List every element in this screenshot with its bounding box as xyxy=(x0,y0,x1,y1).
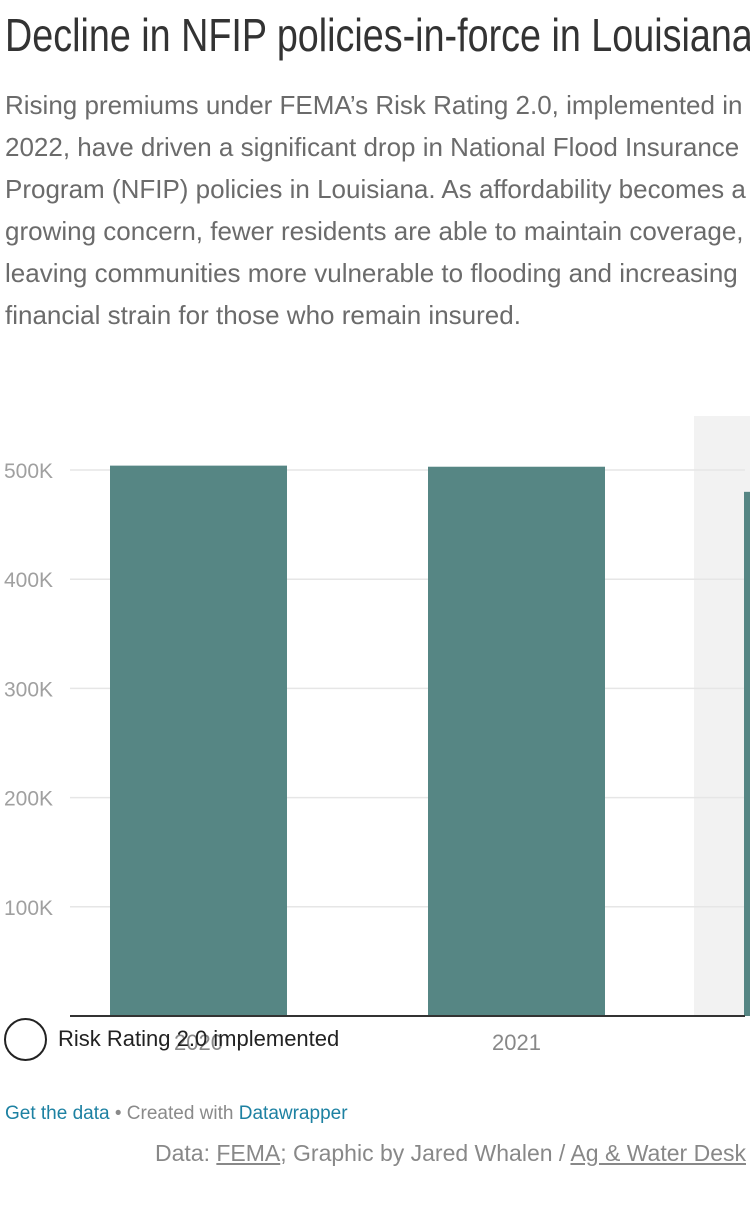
bar xyxy=(428,466,605,1016)
annotation-marker-icon xyxy=(4,1018,47,1061)
y-tick-label: 500K xyxy=(4,460,53,483)
y-tick-label: 200K xyxy=(4,788,53,811)
footer-bullet: • xyxy=(114,1103,122,1124)
fema-link[interactable]: FEMA xyxy=(216,1140,281,1166)
bar-partial xyxy=(744,491,750,1017)
datawrapper-link[interactable]: Datawrapper xyxy=(238,1103,348,1124)
source-credit: Data: FEMA; Graphic by Jared Whalen / Ag… xyxy=(155,1140,746,1167)
annotation-label: Risk Rating 2.0 implemented xyxy=(58,1026,340,1051)
y-tick-label: 400K xyxy=(4,569,53,592)
created-with-text: Created with xyxy=(126,1103,234,1124)
ag-water-desk-link[interactable]: Ag & Water Desk xyxy=(570,1140,746,1166)
graphic-credit: ; Graphic by Jared Whalen / xyxy=(280,1140,566,1166)
x-tick-label: 2020 xyxy=(174,1030,223,1050)
risk-rating-period-band xyxy=(694,416,750,1016)
get-the-data-link[interactable]: Get the data xyxy=(5,1103,110,1124)
chart-description: Rising premiums under FEMA’s Risk Rating… xyxy=(5,90,746,330)
x-tick-label: 2021 xyxy=(492,1030,541,1050)
source-prefix: Data: xyxy=(154,1140,210,1166)
chart-title: Decline in NFIP policies-in-force in Lou… xyxy=(5,9,750,61)
bar-chart: 100K 200K 300K 400K 500K 2020 2021 xyxy=(4,416,750,1050)
y-tick-label: 300K xyxy=(4,678,53,701)
bar xyxy=(110,465,287,1017)
y-tick-label: 100K xyxy=(4,897,53,920)
footer-links: Get the data • Created with Datawrapper xyxy=(5,1103,348,1125)
